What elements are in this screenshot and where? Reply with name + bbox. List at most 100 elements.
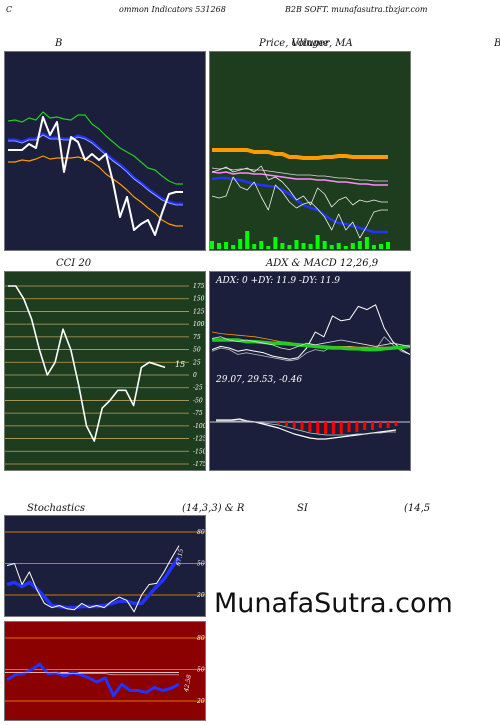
macd-hist-bar <box>355 422 359 432</box>
macd-hist-bar <box>284 422 288 426</box>
macd-hist-bar <box>347 422 351 432</box>
ma-grey-line <box>211 167 388 182</box>
bands-title: B <box>55 38 63 49</box>
rsi-panel: 80 50 20 42.58 <box>4 621 206 721</box>
macd-hist-bar <box>277 422 281 424</box>
cci-line <box>8 285 166 442</box>
macd-hist-bar <box>316 422 320 434</box>
adx-green-line <box>212 338 410 352</box>
volume-bar <box>294 240 299 249</box>
volume-bar <box>322 241 327 249</box>
price-close-line <box>211 176 388 239</box>
cci-tick-label: 100 <box>193 321 205 328</box>
volume-bar <box>386 242 390 249</box>
minus-di-line <box>211 336 410 362</box>
rsi-line <box>6 662 180 698</box>
stoch-tick-label: 80 <box>197 529 205 536</box>
volume-bar <box>245 231 250 249</box>
stoch-title-a: Stochastics <box>27 503 85 514</box>
volume-bar <box>266 246 271 249</box>
macd-hist-bar <box>300 422 304 430</box>
bollinger-price-line <box>8 116 183 236</box>
volume-bar <box>371 245 376 249</box>
volume-bar <box>259 241 264 249</box>
cci-tick-label: 150 <box>193 296 205 303</box>
stoch-tick-label: 20 <box>196 592 205 599</box>
stoch-d-line <box>6 556 181 610</box>
bollinger-panel <box>4 51 206 251</box>
volume-bar <box>224 242 229 249</box>
macd-hist-bar <box>371 422 375 430</box>
macd-hist-bar <box>378 422 382 428</box>
volume-bar <box>357 241 362 249</box>
rsi-last-label: 42.58 <box>183 674 193 693</box>
rsi-tick-label: 80 <box>197 635 205 642</box>
cci-tick-label: -25 <box>193 385 203 392</box>
macd-hist-bar <box>363 422 367 430</box>
stochastics-chart: 80 50 20 67.15 <box>5 529 205 613</box>
cci-tick-label: -125 <box>193 436 206 443</box>
ma-pink-line <box>211 171 388 186</box>
cci-title: CCI 20 <box>56 258 92 269</box>
rsi-title-a: SI <box>297 503 308 514</box>
volume-bar <box>308 244 313 249</box>
volume-bar <box>378 244 383 249</box>
header-left: C <box>6 5 13 14</box>
edge-title: B <box>494 38 500 49</box>
macd-signal-line <box>216 420 396 436</box>
volume-bar <box>343 246 348 249</box>
macd-readout: 29.07, 29.53, -0.46 <box>216 375 303 385</box>
upper-band-line <box>7 111 183 185</box>
cci-tick-label: 50 <box>193 347 201 354</box>
watermark: MunafaSutra.com <box>214 588 453 619</box>
adx-panel: ADX: 0 +DY: 11.9 -DY: 11.9 29.07, 29.53,… <box>209 271 411 471</box>
stoch-last-label: 67.15 <box>175 548 185 566</box>
cci-chart: 175 150 125 100 75 50 25 0 -25 -50 -75 -100 -125 -150… <box>5 283 206 468</box>
cci-tick-label: 75 <box>193 334 201 341</box>
macd-hist-bar <box>324 422 328 434</box>
lower-band-line <box>8 155 183 227</box>
cci-tick-label: -50 <box>193 397 203 404</box>
cci-tick-label: -150 <box>193 448 206 455</box>
stochastics-panel: 80 50 20 67.15 <box>4 515 206 617</box>
cci-tick-label: 125 <box>193 308 205 315</box>
volume-bar <box>336 243 341 249</box>
volume-bar <box>273 237 278 249</box>
cci-tick-label: 0 <box>193 372 197 379</box>
ma-white-line <box>211 165 388 208</box>
volume-bar <box>329 245 334 249</box>
volume-bar <box>238 239 243 249</box>
volume-bar <box>210 241 214 249</box>
volume-bar <box>301 243 306 249</box>
macd-hist-bar <box>386 422 390 428</box>
stoch-k-line <box>6 545 180 613</box>
adx-macd-chart <box>210 304 410 440</box>
ma-blue-line <box>211 176 388 234</box>
volume-bar <box>315 235 320 249</box>
price-panel <box>209 51 411 251</box>
volume-bar <box>231 245 236 249</box>
header-right: B2B SOFT. munafasutra.tbzjar.com <box>285 5 428 14</box>
cci-tick-label: -100 <box>193 423 206 430</box>
volume-bar <box>350 243 355 249</box>
macd-hist-bar <box>394 422 398 426</box>
macd-hist-bar <box>308 422 312 432</box>
cci-tick-label: -75 <box>193 410 203 417</box>
volume-bar <box>217 243 222 249</box>
cci-tick-label: 175 <box>193 283 205 290</box>
stoch-tick-label: 50 <box>197 561 205 568</box>
cci-tick-label: 25 <box>192 359 201 366</box>
volume-bar <box>280 243 285 249</box>
rsi-title-b: (14,5 <box>404 503 431 514</box>
rsi-mid-line <box>7 672 179 676</box>
cci-panel: 175 150 125 100 75 50 25 0 -25 -50 -75 -100 -125 -150… <box>4 271 206 471</box>
macd-hist-bar <box>339 422 343 434</box>
ma-orange-line <box>212 148 388 160</box>
price-volume-chart <box>210 148 390 249</box>
adx-line <box>211 336 410 350</box>
macd-hist-bar <box>292 422 296 428</box>
rsi-tick-label: 50 <box>197 667 205 674</box>
price-title: Price, Volume, MA <box>259 38 353 49</box>
rsi-tick-label: 20 <box>196 698 205 705</box>
middle-band-line <box>8 132 183 206</box>
